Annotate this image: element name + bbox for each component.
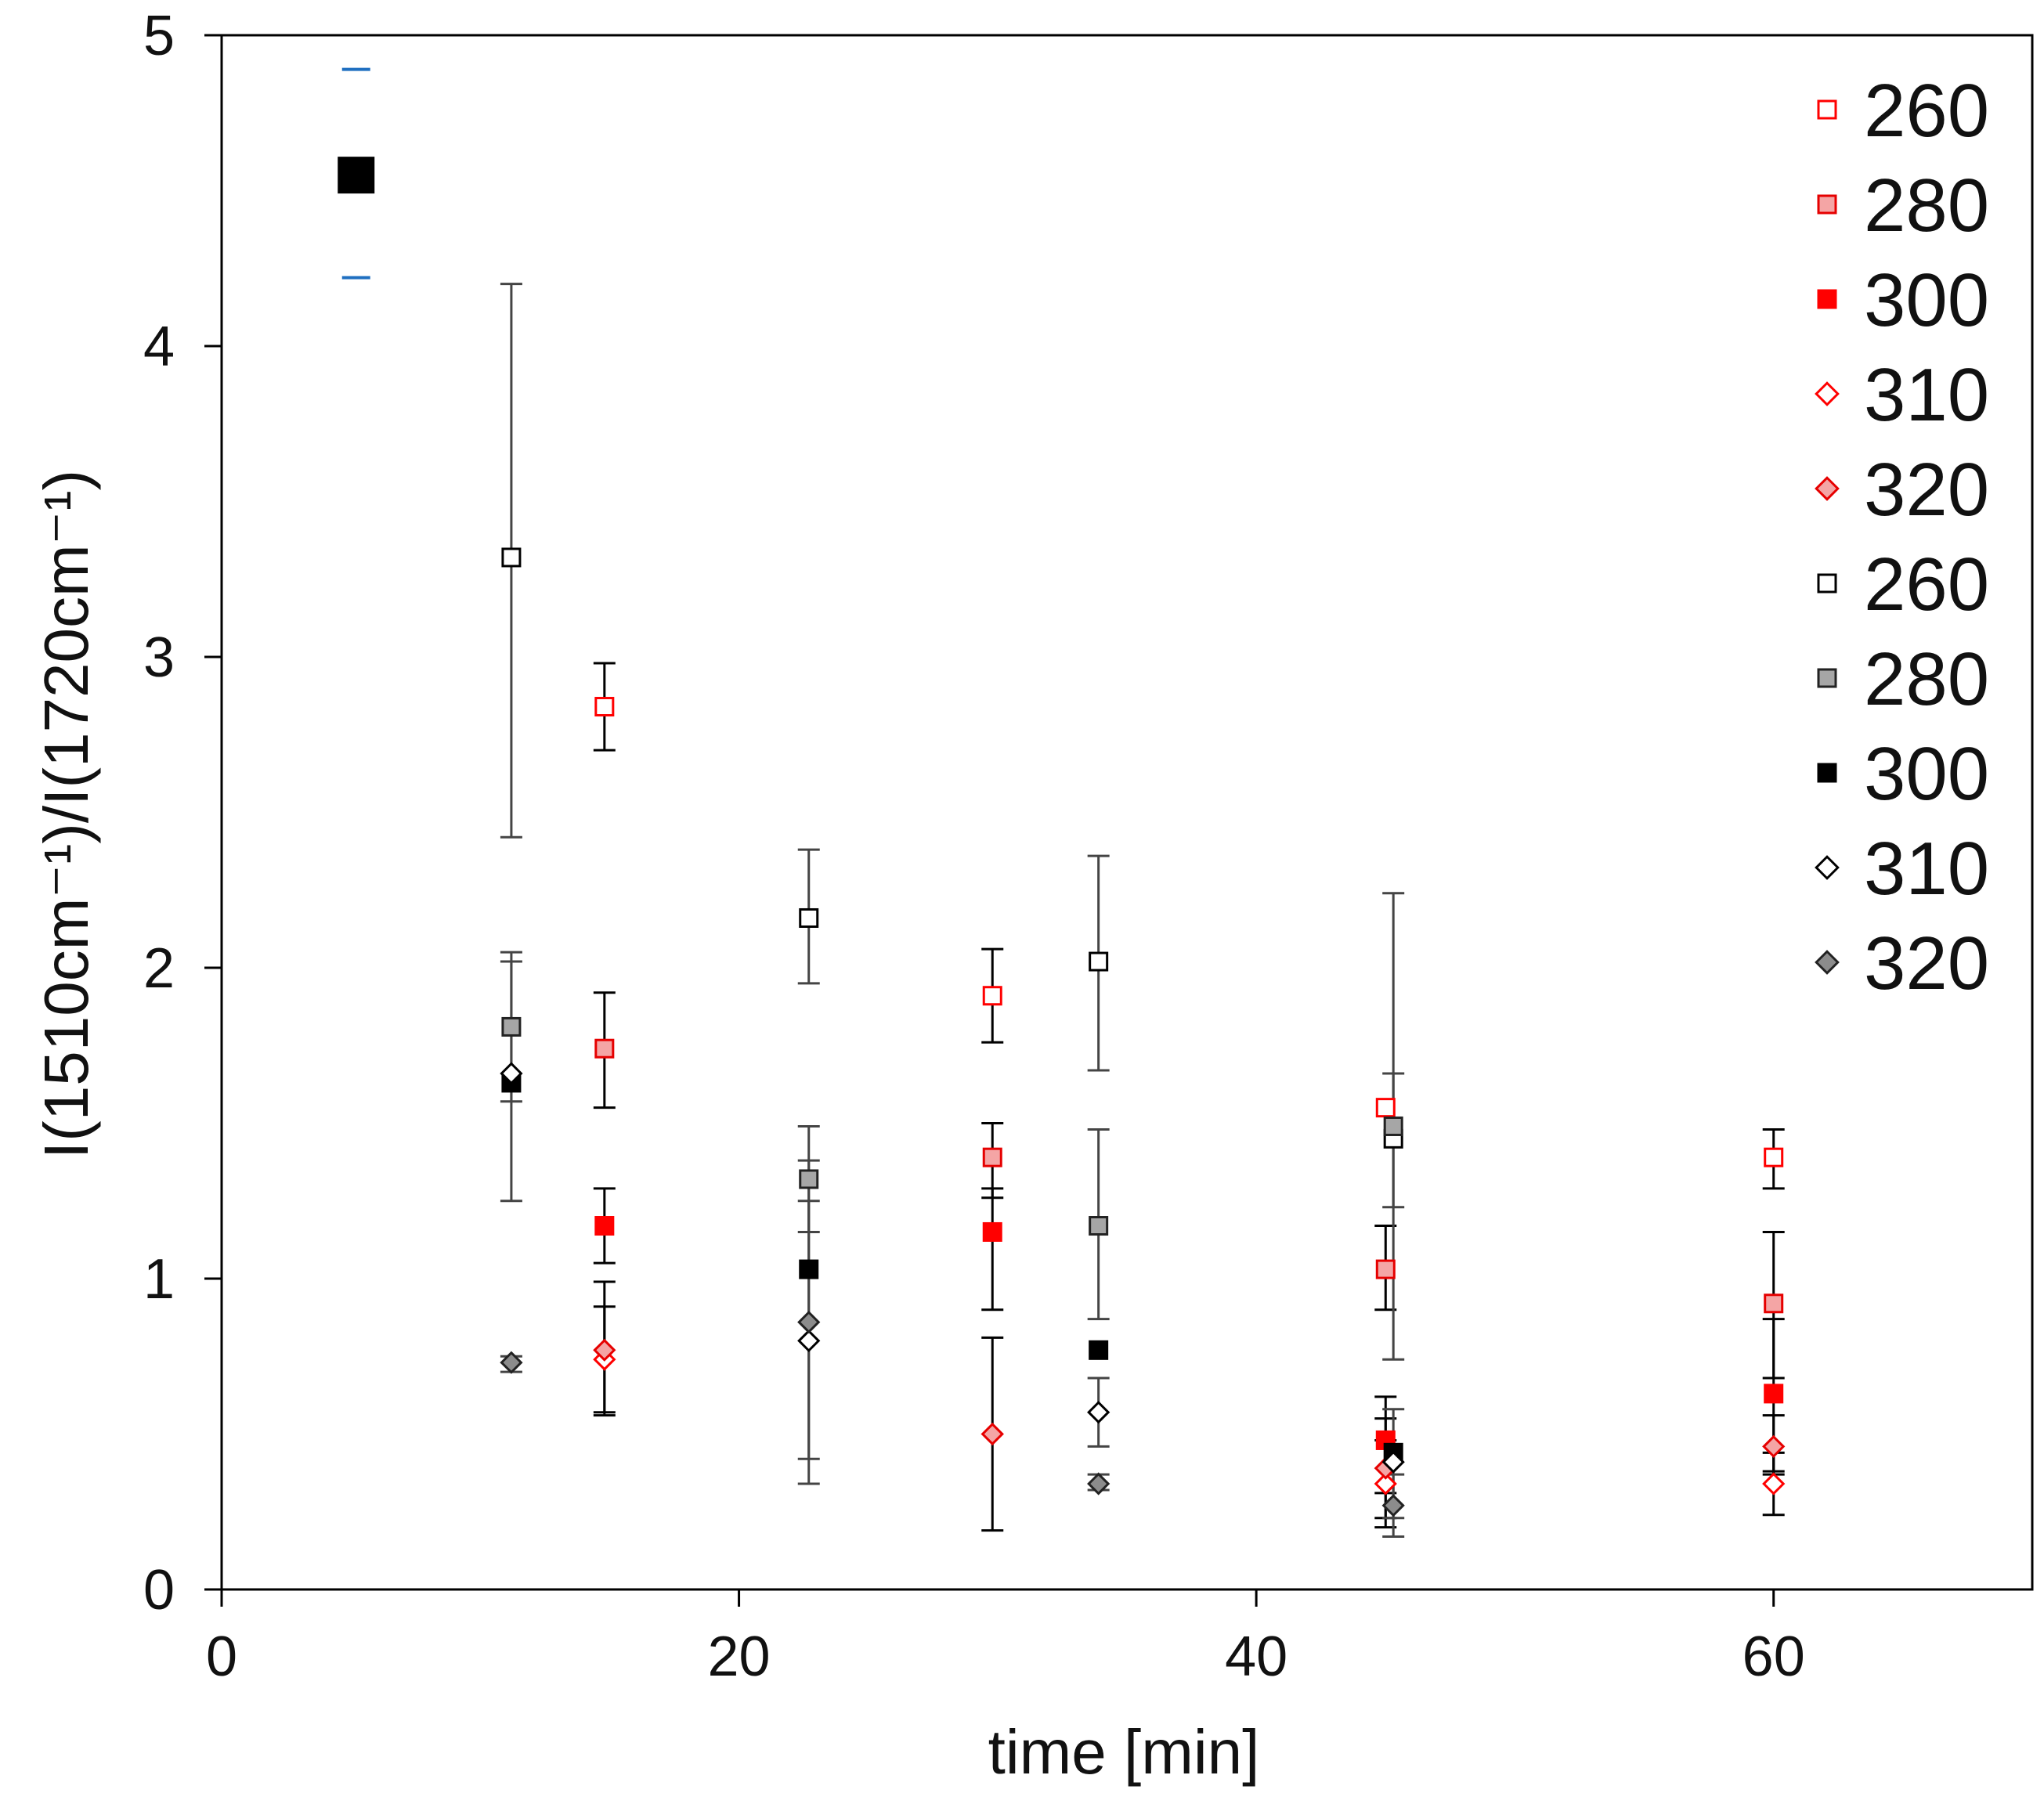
legend-marker-280-black xyxy=(1817,668,1837,688)
data-point-310-black xyxy=(797,1329,821,1353)
data-point-260-red xyxy=(1375,1098,1396,1118)
legend-marker-320-red xyxy=(1815,476,1840,501)
legend-marker-300-red xyxy=(1817,289,1837,309)
legend-label-260-red: 260 xyxy=(1864,69,1989,153)
y-tick-label: 5 xyxy=(143,5,175,67)
legend-marker-300-black xyxy=(1817,763,1837,783)
x-tick-label: 20 xyxy=(708,1625,771,1688)
legend-marker-320-black xyxy=(1815,950,1840,975)
legend-label-280-red: 280 xyxy=(1864,164,1989,247)
legend-label-310-red: 310 xyxy=(1864,353,1989,437)
data-points-group xyxy=(338,157,1786,1517)
data-point-310-black xyxy=(500,1062,523,1085)
x-tick-label: 60 xyxy=(1742,1625,1805,1688)
data-point-310-black xyxy=(1087,1401,1110,1424)
legend-marker-260-red xyxy=(1817,99,1837,120)
data-point-300-red xyxy=(594,1216,615,1236)
legend-label-280-black: 280 xyxy=(1864,637,1989,721)
data-point-320-black xyxy=(1087,1472,1110,1496)
x-axis-title: time [min] xyxy=(988,1717,1260,1787)
legend-label-320-red: 320 xyxy=(1864,448,1989,532)
data-point-260-black xyxy=(501,547,522,568)
data-point-320-black xyxy=(797,1310,821,1334)
data-point-280-black xyxy=(501,1016,522,1037)
y-axis-title: I(1510cm⁻¹)/I(1720cm⁻¹) xyxy=(31,470,101,1159)
legend-label-300-red: 300 xyxy=(1864,258,1989,342)
data-point-300-red xyxy=(982,1221,1002,1242)
data-point-260-red xyxy=(1764,1147,1784,1167)
y-tick-label: 0 xyxy=(143,1559,175,1622)
legend-marker-310-black xyxy=(1815,855,1840,880)
y-tick-label: 3 xyxy=(143,626,175,689)
x-tick-label: 0 xyxy=(206,1625,237,1688)
data-point-280-red xyxy=(1375,1259,1396,1279)
y-tick-label: 2 xyxy=(143,937,175,1000)
data-point-310-red xyxy=(1762,1472,1786,1496)
data-point-320-red xyxy=(980,1422,1004,1446)
plot-frame xyxy=(220,34,2034,1591)
data-point-320-red xyxy=(1762,1434,1786,1459)
legend-marker-260-black xyxy=(1817,573,1837,594)
data-point-300-black xyxy=(1089,1340,1109,1360)
data-point-310-black xyxy=(1381,1450,1405,1474)
axes-group: 0 1 2 3 4 5 0 20 40 60 xyxy=(143,5,2034,1688)
data-point-320-red xyxy=(593,1338,616,1362)
x-tick-label: 40 xyxy=(1225,1625,1287,1688)
y-tick-label: 1 xyxy=(143,1248,175,1311)
legend: 260 280 300 310 320 260 280 300 310 320 xyxy=(1815,69,1989,1005)
legend-marker-280-red xyxy=(1817,194,1837,215)
data-point-260-red xyxy=(982,986,1002,1006)
data-point-260-black xyxy=(799,907,819,928)
data-point-320-black xyxy=(500,1351,523,1374)
data-point-280-red xyxy=(982,1147,1002,1167)
data-point-300-black xyxy=(799,1259,819,1279)
data-point-280-black xyxy=(1383,1116,1403,1136)
legend-label-320-black: 320 xyxy=(1864,922,1989,1005)
data-point-310-red xyxy=(1374,1472,1397,1496)
reference-point xyxy=(338,157,375,194)
legend-label-300-black: 300 xyxy=(1864,732,1989,816)
data-point-300-red xyxy=(1764,1384,1784,1404)
data-point-280-black xyxy=(799,1169,819,1189)
legend-marker-310-red xyxy=(1815,381,1840,406)
legend-label-260-black: 260 xyxy=(1864,543,1989,626)
y-tick-label: 4 xyxy=(143,316,175,378)
data-point-280-red xyxy=(1764,1293,1784,1314)
data-point-280-black xyxy=(1089,1216,1109,1236)
data-point-260-black xyxy=(1089,951,1109,972)
data-point-280-red xyxy=(594,1038,615,1059)
data-point-260-red xyxy=(594,697,615,717)
data-point-320-black xyxy=(1381,1494,1405,1517)
legend-label-310-black: 310 xyxy=(1864,827,1989,911)
error-bars-group xyxy=(341,67,1785,1539)
